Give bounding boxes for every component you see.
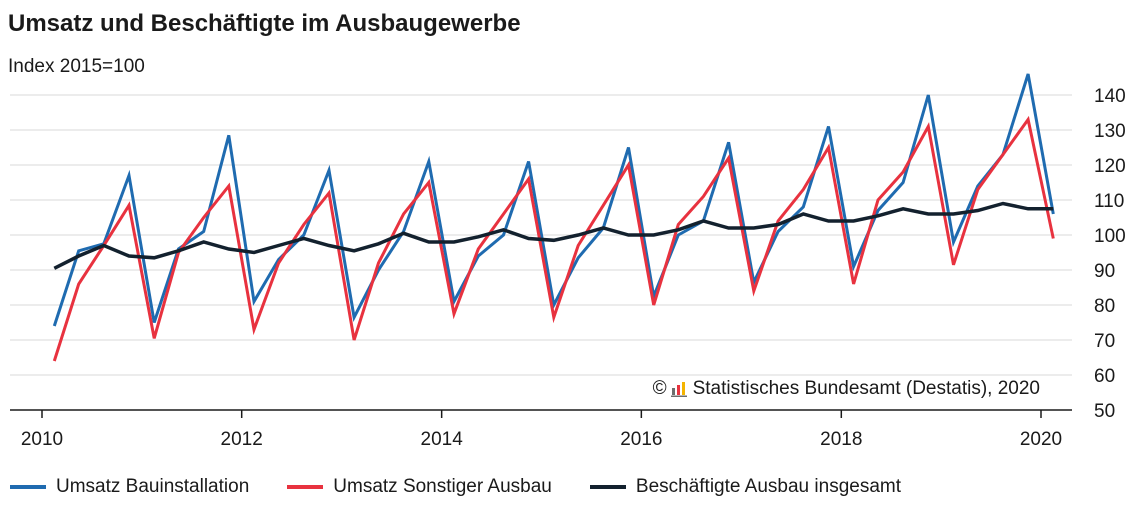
x-tick-label-2018: 2018	[820, 429, 862, 450]
y-tick-label-110: 110	[1094, 191, 1124, 212]
x-tick-label-2020: 2020	[1020, 429, 1062, 450]
y-tick-label-90: 90	[1094, 261, 1115, 282]
y-tick-label-140: 140	[1094, 86, 1126, 107]
chart-legend: Umsatz Bauinstallation Umsatz Sonstiger …	[10, 475, 939, 499]
copyright-notice: © Statistisches Bundesamt (Destatis), 20…	[653, 378, 1040, 400]
series-lines	[52, 73, 1055, 362]
legend-swatch-beschaeftigte	[589, 485, 626, 489]
series-line-1	[52, 115, 1055, 362]
y-tick-label-80: 80	[1094, 296, 1115, 317]
y-tick-label-60: 60	[1094, 366, 1115, 387]
y-tick-label-120: 120	[1094, 156, 1126, 177]
x-tick-label-2010: 2010	[21, 429, 63, 450]
legend-label-beschaeftigte: Beschäftigte Ausbau insgesamt	[635, 476, 901, 497]
legend-label-bauinstallation: Umsatz Bauinstallation	[56, 476, 250, 497]
x-tick-label-2012: 2012	[221, 429, 263, 450]
legend-swatch-bauinstallation	[10, 485, 46, 489]
series-line-0	[52, 73, 1055, 327]
grid-lines	[10, 94, 1072, 411]
copyright-symbol: ©	[652, 378, 667, 399]
x-tick-label-2014: 2014	[421, 429, 464, 450]
y-tick-label-130: 130	[1094, 121, 1126, 142]
x-axis-ticks: 2010 2012 2014 2016 2018 2020	[21, 410, 1062, 450]
legend-label-sonstiger-ausbau: Umsatz Sonstiger Ausbau	[333, 476, 552, 497]
chart-subtitle: Index 2015=100	[8, 56, 145, 77]
y-tick-label-70: 70	[1094, 331, 1115, 352]
y-tick-label-100: 100	[1094, 226, 1126, 247]
legend-item-beschaeftigte: Beschäftigte Ausbau insgesamt	[589, 476, 901, 498]
source-text: Statistisches Bundesamt (Destatis), 2020	[692, 378, 1040, 399]
chart-title: Umsatz und Beschäftigte im Ausbaugewerbe	[8, 10, 521, 37]
legend-swatch-sonstiger-ausbau	[287, 485, 324, 489]
y-tick-label-50: 50	[1094, 401, 1115, 422]
legend-item-sonstiger-ausbau: Umsatz Sonstiger Ausbau	[287, 476, 552, 498]
series-line-2	[53, 201, 1054, 270]
x-tick-label-2016: 2016	[620, 429, 662, 450]
destatis-logo-icon	[670, 382, 687, 397]
legend-item-bauinstallation: Umsatz Bauinstallation	[10, 476, 249, 498]
y-axis-ticks: 50 60 70 80 90 100 110 120 130 140	[1094, 86, 1126, 422]
